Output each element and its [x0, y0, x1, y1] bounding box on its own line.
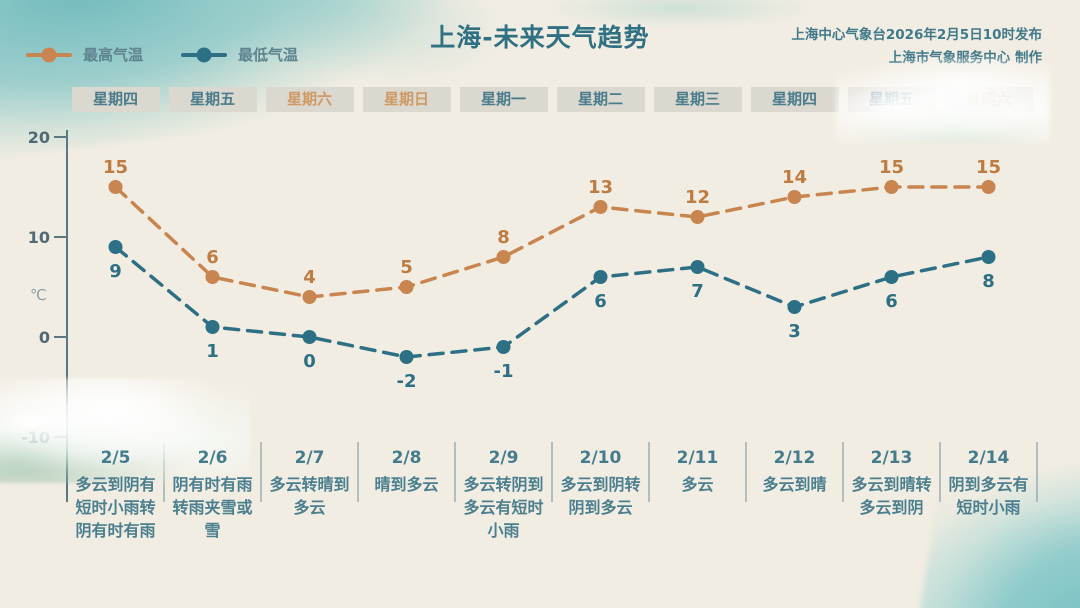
data-point: [787, 300, 802, 314]
date-label: 2/12: [773, 448, 816, 468]
data-point: [593, 270, 608, 284]
data-point: [399, 280, 414, 294]
value-label: 5: [400, 257, 413, 278]
value-label: 15: [103, 157, 128, 178]
weather-label: 多云到晴转多云到阴: [851, 475, 932, 517]
forecast-cell: 2/11 多云: [651, 448, 744, 496]
data-point: [981, 180, 996, 194]
forecast-cell: 2/13 多云到晴转多云到阴: [845, 448, 938, 519]
data-point: [884, 180, 899, 194]
value-label: 6: [885, 291, 898, 312]
date-label: 2/6: [197, 448, 228, 468]
weather-label: 阴到多云有短时小雨: [948, 475, 1029, 517]
low-temp-line: [113, 245, 991, 359]
data-point: [108, 240, 123, 254]
data-point: [108, 180, 123, 194]
forecast-cell: 2/7 多云转晴到多云: [263, 448, 356, 519]
value-label: 15: [976, 157, 1001, 178]
weather-label: 多云转阴到多云有短时小雨: [463, 475, 544, 540]
forecast-cell: 2/14 阴到多云有短时小雨: [942, 448, 1035, 519]
value-label: 9: [109, 261, 122, 282]
value-label: 3: [788, 321, 801, 342]
weather-label: 多云转晴到多云: [269, 475, 350, 517]
value-label: 8: [497, 227, 510, 248]
value-label: 0: [303, 351, 316, 372]
value-label: -2: [397, 371, 417, 392]
date-label: 2/14: [967, 448, 1010, 468]
date-label: 2/5: [100, 448, 131, 468]
y-tick-label: 10: [28, 228, 50, 247]
weather-label: 多云到阴转阴到多云: [560, 475, 641, 517]
weekday-cell: 星期二: [556, 87, 645, 112]
value-label: 13: [588, 177, 613, 198]
weather-label: 多云到阴有短时小雨转阴有时有雨: [75, 475, 156, 540]
value-label: 7: [691, 281, 704, 302]
weather-label: 多云: [681, 475, 714, 494]
y-tick-label: 20: [28, 128, 50, 147]
value-label: 12: [685, 187, 710, 208]
data-point: [593, 200, 608, 214]
value-label: 6: [594, 291, 607, 312]
y-axis-unit-label: ℃: [30, 286, 47, 304]
value-label: 15: [879, 157, 904, 178]
forecast-cell: 2/5 多云到阴有短时小雨转阴有时有雨: [69, 448, 162, 542]
value-label: -1: [494, 361, 514, 382]
date-label: 2/13: [870, 448, 913, 468]
forecast-cell: 2/8 晴到多云: [360, 448, 453, 496]
date-label: 2/9: [488, 448, 519, 468]
data-point: [690, 260, 705, 274]
data-point: [399, 350, 414, 364]
date-label: 2/8: [391, 448, 422, 468]
date-label: 2/10: [579, 448, 622, 468]
weekday-cell: 星期三: [653, 87, 742, 112]
data-point: [496, 250, 511, 264]
forecast-cell: 2/6 阴有时有雨转雨夹雪或雪: [166, 448, 259, 542]
high-temp-line: [113, 185, 991, 299]
source-line-1: 上海中心气象台2026年2月5日10时发布: [791, 27, 1042, 43]
value-label: 1: [206, 341, 219, 362]
forecast-cell: 2/9 多云转阴到多云有短时小雨: [457, 448, 550, 542]
data-point: [302, 330, 317, 344]
weather-label: 阴有时有雨转雨夹雪或雪: [172, 475, 253, 540]
weekday-cell: 星期四: [750, 87, 839, 112]
date-label: 2/11: [676, 448, 719, 468]
y-tick-label: 0: [39, 328, 50, 347]
data-point: [690, 210, 705, 224]
value-label: 4: [303, 267, 316, 288]
data-point: [787, 190, 802, 204]
y-tick-label: -10: [21, 428, 50, 447]
data-point: [205, 270, 220, 284]
data-point: [981, 250, 996, 264]
value-label: 14: [782, 167, 807, 188]
data-point: [302, 290, 317, 304]
forecast-cell: 2/12 多云到晴: [748, 448, 841, 496]
data-point: [884, 270, 899, 284]
data-point: [205, 320, 220, 334]
date-label: 2/7: [294, 448, 325, 468]
weather-label: 晴到多云: [374, 475, 439, 494]
data-point: [496, 340, 511, 354]
forecast-cell: 2/10 多云到阴转阴到多云: [554, 448, 647, 519]
value-label: 8: [982, 271, 995, 292]
value-label: 6: [206, 247, 219, 268]
weather-label: 多云到晴: [762, 475, 827, 494]
